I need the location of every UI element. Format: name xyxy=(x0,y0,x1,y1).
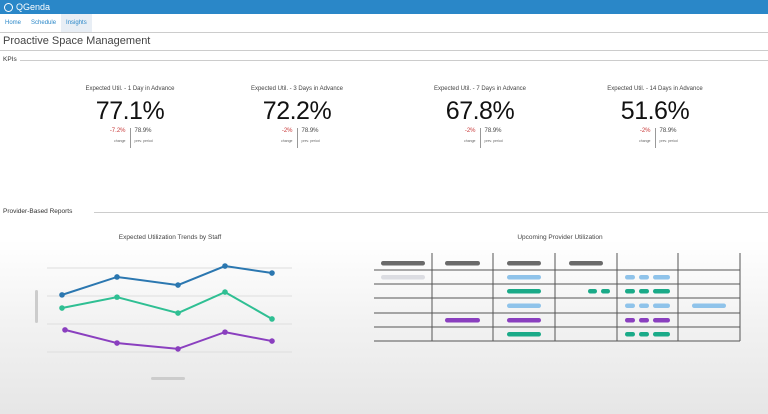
kpi-prev: 78.9% xyxy=(134,128,152,134)
cell-bar[interactable] xyxy=(653,289,670,294)
kpi-change-label: change xyxy=(464,139,476,143)
kpi-prev-label: prev. period xyxy=(484,139,503,143)
data-point xyxy=(62,327,68,333)
kpi-prev-label: prev. period xyxy=(301,139,320,143)
cell-bar[interactable] xyxy=(639,303,649,309)
kpi-change-label: change xyxy=(639,139,651,143)
kpi-label: Expected Util. - 1 Day in Advance xyxy=(85,86,175,92)
kpi-prev: 78.9% xyxy=(484,128,502,134)
table-title: Upcoming Provider Utilization xyxy=(517,234,603,241)
cell-bar[interactable] xyxy=(653,303,670,309)
data-point xyxy=(175,346,181,352)
cell-bar[interactable] xyxy=(639,318,649,323)
cell-bar[interactable] xyxy=(625,332,635,337)
cell-bar[interactable] xyxy=(653,318,670,323)
data-point xyxy=(222,329,228,335)
tab-insights[interactable]: Insights xyxy=(61,14,92,32)
cell-bar[interactable] xyxy=(381,261,425,266)
kpi-card: Expected Util. - 14 Days in Advance 51.6… xyxy=(570,86,740,148)
tab-schedule[interactable]: Schedule xyxy=(31,20,57,26)
kpi-card: Expected Util. - 1 Day in Advance 77.1% … xyxy=(45,86,215,148)
data-point xyxy=(269,338,275,344)
section-kpis: KPIs xyxy=(3,56,17,63)
kpi-prev-label: prev. period xyxy=(659,139,678,143)
divider xyxy=(0,50,768,51)
data-point xyxy=(269,270,275,276)
cell-bar[interactable] xyxy=(507,275,541,280)
section-provider-reports: Provider-Based Reports xyxy=(3,208,73,215)
top-bar: QGenda xyxy=(0,0,768,14)
app-logo[interactable]: QGenda xyxy=(16,2,51,12)
horizontal-scrollbar[interactable] xyxy=(151,377,185,380)
series-line xyxy=(64,328,273,350)
kpi-value: 67.8% xyxy=(445,97,515,125)
divider xyxy=(479,128,481,148)
cell-bar[interactable] xyxy=(625,303,635,309)
data-point xyxy=(222,263,228,269)
divider xyxy=(129,128,131,148)
data-point xyxy=(175,310,181,316)
kpi-label: Expected Util. - 7 Days in Advance xyxy=(433,86,527,92)
data-point xyxy=(114,294,120,300)
cell-bar[interactable] xyxy=(569,261,603,266)
cell-bar[interactable] xyxy=(588,289,597,294)
vertical-scrollbar[interactable] xyxy=(35,290,38,323)
cell-bar[interactable] xyxy=(381,275,425,280)
data-point xyxy=(222,289,228,295)
kpi-value: 72.2% xyxy=(262,97,332,125)
divider xyxy=(296,128,298,148)
cell-bar[interactable] xyxy=(653,332,670,337)
kpi-prev: 78.9% xyxy=(301,128,319,134)
data-point xyxy=(269,316,275,322)
kpi-change-label: change xyxy=(281,139,293,143)
kpi-prev: 78.9% xyxy=(659,128,677,134)
cell-bar[interactable] xyxy=(692,303,726,309)
cell-bar[interactable] xyxy=(507,318,541,323)
cell-bar[interactable] xyxy=(625,318,635,323)
cell-bar[interactable] xyxy=(507,261,541,266)
data-point xyxy=(59,292,65,298)
data-point xyxy=(175,282,181,288)
kpi-change-label: change xyxy=(114,139,126,143)
qgenda-logo-icon xyxy=(4,2,13,12)
kpi-value: 77.1% xyxy=(95,97,165,125)
kpi-change: -2% xyxy=(281,128,293,134)
kpi-label: Expected Util. - 14 Days in Advance xyxy=(607,86,703,92)
kpi-label: Expected Util. - 3 Days in Advance xyxy=(250,86,344,92)
kpi-card: Expected Util. - 7 Days in Advance 67.8%… xyxy=(395,86,565,148)
cell-bar[interactable] xyxy=(445,261,480,266)
cell-bar[interactable] xyxy=(507,289,541,294)
cell-bar[interactable] xyxy=(507,332,541,337)
cell-bar[interactable] xyxy=(639,332,649,337)
kpi-change: -2% xyxy=(464,128,476,134)
divider xyxy=(94,212,768,213)
cell-bar[interactable] xyxy=(445,318,480,323)
tab-home[interactable]: Home xyxy=(5,20,22,26)
cell-bar[interactable] xyxy=(653,275,670,280)
kpi-card: Expected Util. - 3 Days in Advance 72.2%… xyxy=(212,86,382,148)
divider xyxy=(20,60,768,61)
chart-title: Expected Utilization Trends by Staff xyxy=(118,234,222,241)
cell-bar[interactable] xyxy=(507,303,541,309)
cell-bar[interactable] xyxy=(625,289,635,294)
divider xyxy=(0,32,768,33)
series-line xyxy=(61,265,273,296)
data-point xyxy=(59,305,65,311)
kpi-value: 51.6% xyxy=(620,97,690,125)
divider xyxy=(654,128,656,148)
nav-tabs: Home Schedule Insights xyxy=(0,14,92,32)
cell-bar[interactable] xyxy=(639,289,649,294)
page-title: Proactive Space Management xyxy=(3,35,151,47)
cell-bar[interactable] xyxy=(601,289,610,294)
cell-bar[interactable] xyxy=(639,275,649,280)
data-point xyxy=(114,274,120,280)
kpi-change: -2% xyxy=(639,128,651,134)
kpi-prev-label: prev. period xyxy=(134,139,153,143)
kpi-change: -7.2% xyxy=(109,128,126,134)
data-point xyxy=(114,340,120,346)
cell-bar[interactable] xyxy=(625,275,635,280)
